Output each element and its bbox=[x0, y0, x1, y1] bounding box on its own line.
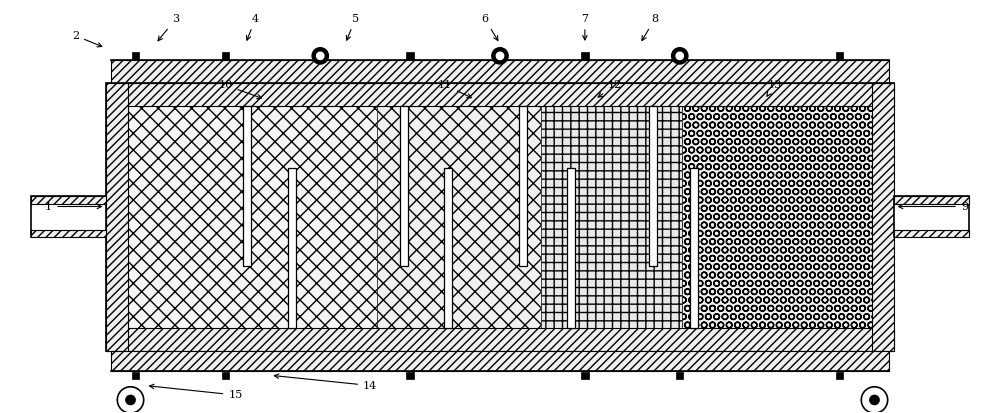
Text: 4: 4 bbox=[246, 14, 259, 40]
Bar bbox=[132, 52, 139, 59]
Bar bbox=[106, 328, 894, 351]
Bar bbox=[676, 372, 683, 380]
Bar bbox=[288, 168, 296, 328]
Bar bbox=[682, 106, 872, 328]
Bar bbox=[567, 168, 575, 328]
Circle shape bbox=[317, 52, 324, 59]
Bar bbox=[128, 106, 377, 328]
Bar bbox=[836, 372, 843, 380]
Circle shape bbox=[117, 387, 144, 413]
Circle shape bbox=[125, 395, 136, 405]
Bar bbox=[581, 372, 589, 380]
Bar bbox=[111, 351, 889, 371]
Bar bbox=[106, 83, 894, 106]
Bar bbox=[406, 52, 414, 59]
Text: 3: 3 bbox=[158, 14, 179, 41]
Bar bbox=[872, 83, 894, 351]
Bar bbox=[132, 372, 139, 380]
Text: 12: 12 bbox=[598, 80, 622, 97]
Circle shape bbox=[869, 395, 879, 405]
Bar bbox=[111, 60, 889, 83]
Text: 8: 8 bbox=[642, 14, 658, 40]
Bar bbox=[894, 196, 969, 237]
Bar bbox=[894, 230, 969, 237]
Text: 11: 11 bbox=[438, 80, 471, 98]
Circle shape bbox=[496, 52, 504, 59]
Text: 9: 9 bbox=[898, 202, 968, 211]
Text: 10: 10 bbox=[218, 80, 262, 99]
Bar bbox=[106, 83, 128, 351]
Bar bbox=[31, 230, 106, 237]
Bar bbox=[894, 196, 969, 204]
Bar bbox=[31, 196, 106, 204]
Text: 1: 1 bbox=[45, 202, 102, 211]
Circle shape bbox=[672, 47, 688, 64]
Text: 14: 14 bbox=[274, 374, 377, 391]
Bar bbox=[836, 52, 843, 59]
Bar bbox=[649, 106, 657, 266]
Circle shape bbox=[492, 47, 508, 64]
Bar bbox=[581, 52, 589, 59]
Bar bbox=[31, 196, 106, 237]
Bar bbox=[676, 52, 683, 59]
Bar bbox=[222, 372, 229, 380]
Bar bbox=[690, 168, 698, 328]
Bar bbox=[444, 168, 452, 328]
Bar bbox=[406, 372, 414, 380]
Text: 7: 7 bbox=[581, 14, 588, 40]
Bar bbox=[519, 106, 527, 266]
Circle shape bbox=[676, 52, 683, 59]
Bar bbox=[222, 52, 229, 59]
Text: 2: 2 bbox=[72, 31, 102, 47]
Circle shape bbox=[861, 387, 888, 413]
Text: 5: 5 bbox=[346, 14, 359, 40]
Bar bbox=[243, 106, 251, 266]
Bar bbox=[541, 106, 682, 328]
Bar bbox=[106, 83, 894, 351]
Bar bbox=[377, 106, 541, 328]
Circle shape bbox=[312, 47, 328, 64]
Text: 6: 6 bbox=[481, 14, 498, 40]
Bar bbox=[400, 106, 408, 266]
Text: 13: 13 bbox=[767, 80, 782, 96]
Text: 15: 15 bbox=[149, 384, 242, 400]
